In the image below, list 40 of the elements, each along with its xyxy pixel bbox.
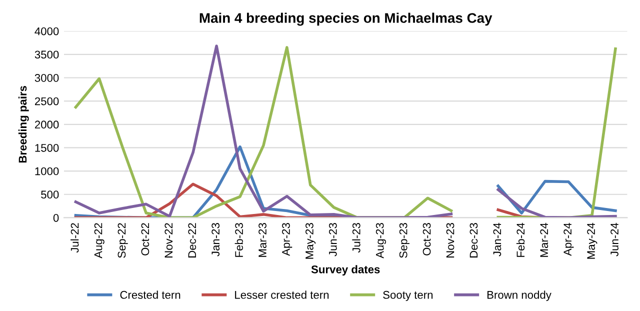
x-tick-label: Sep-23 xyxy=(399,223,410,258)
legend-label: Sooty tern xyxy=(383,290,433,301)
chart-title: Main 4 breeding species on Michaelmas Cay xyxy=(200,12,492,26)
x-tick-label: Jan-23 xyxy=(212,223,220,256)
x-tick-label: Apr-24 xyxy=(564,222,574,256)
x-tick-label: Mar-24 xyxy=(540,222,548,257)
y-axis-title: Breeding pairs xyxy=(18,86,29,163)
x-tick-label: May-23 xyxy=(306,223,316,259)
y-tick-label: 4000 xyxy=(34,27,59,36)
x-tick-label: Jul-23 xyxy=(352,223,360,253)
y-tick-label: 500 xyxy=(41,190,59,199)
x-tick-label: Oct-22 xyxy=(141,223,150,256)
y-tick-label: 2000 xyxy=(34,120,59,129)
legend-label: Brown noddy xyxy=(487,290,552,301)
legend-label: Lesser crested tern xyxy=(235,290,329,299)
x-tick-label: Aug-22 xyxy=(94,223,104,258)
x-tick-label: Jun-23 xyxy=(328,223,337,256)
y-tick-label: 3500 xyxy=(34,50,59,59)
x-tick-label: Nov-23 xyxy=(446,223,454,258)
x-tick-label: Dec-22 xyxy=(188,223,196,258)
y-tick-label: 1000 xyxy=(35,167,59,176)
legend-label: Crested tern xyxy=(120,290,180,299)
x-tick-label: Mar-23 xyxy=(258,223,266,257)
x-tick-label: Aug-23 xyxy=(376,223,386,258)
y-tick-label: 2500 xyxy=(34,97,59,106)
x-tick-label: May-24 xyxy=(587,222,598,259)
x-axis-title: Survey dates xyxy=(311,265,380,276)
x-tick-label: Jul-22 xyxy=(70,223,79,253)
x-tick-label: Jun-24 xyxy=(610,222,618,256)
x-tick-label: Sep-22 xyxy=(118,223,128,258)
x-tick-label: Oct-23 xyxy=(422,223,431,256)
y-tick-label: 0 xyxy=(53,214,59,222)
x-tick-label: Dec-23 xyxy=(470,223,478,258)
x-tick-label: Feb-23 xyxy=(234,223,243,257)
x-tick-label: Nov-22 xyxy=(164,223,173,258)
x-tick-label: Feb-24 xyxy=(516,222,525,257)
x-tick-label: Apr-23 xyxy=(282,223,292,256)
y-tick-label: 3000 xyxy=(34,74,59,82)
y-tick-label: 1500 xyxy=(35,144,59,152)
x-tick-label: Jan-24 xyxy=(493,222,502,256)
